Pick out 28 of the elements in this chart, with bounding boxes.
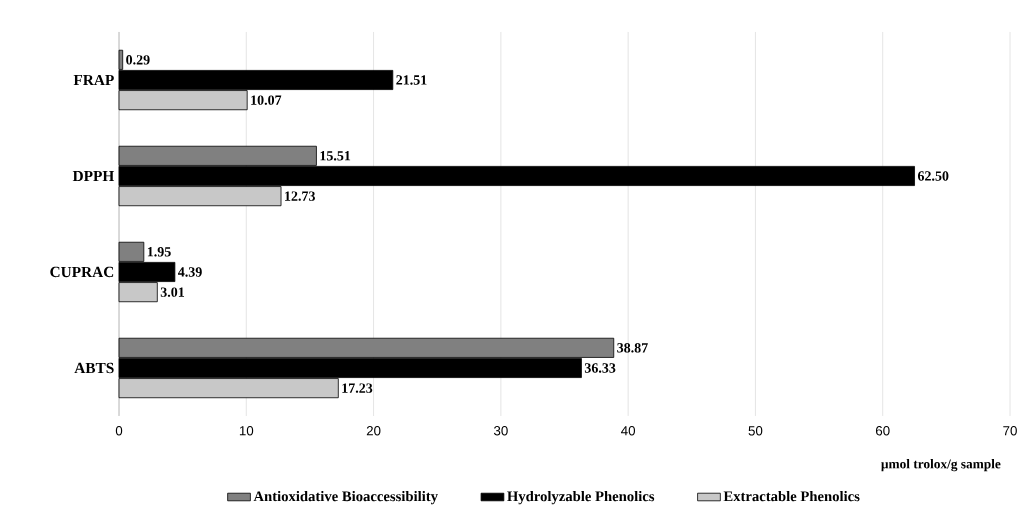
- data-label: 62.50: [917, 171, 949, 181]
- data-label: 1.95: [147, 247, 171, 257]
- x-tick-label: 60: [875, 426, 890, 436]
- data-label: 21.51: [396, 75, 427, 85]
- y-tick-label: FRAP: [73, 74, 114, 86]
- legend-label: Hydrolyzable Phenolics: [507, 490, 655, 505]
- data-label: 0.29: [126, 55, 150, 65]
- data-label: 4.39: [178, 267, 202, 277]
- x-tick-label: 10: [239, 426, 254, 436]
- x-tick-label: 30: [493, 426, 508, 436]
- data-label: 36.33: [584, 363, 616, 373]
- data-label: 17.23: [342, 383, 373, 393]
- legend-label: Antioxidative Bioaccessibility: [253, 490, 438, 505]
- x-axis-title: μmol trolox/g sample: [881, 459, 1001, 472]
- x-tick-label: 70: [1003, 426, 1017, 436]
- legend-label: Extractable Phenolics: [723, 490, 860, 502]
- x-tick-label: 0: [115, 426, 123, 436]
- data-label: 15.51: [320, 151, 351, 161]
- y-tick-label: DPPH: [72, 170, 115, 182]
- data-label: 12.73: [285, 191, 315, 201]
- y-tick-label: ABTS: [74, 362, 114, 374]
- x-tick-label: 50: [748, 426, 763, 436]
- y-tick-label: CUPRAC: [50, 266, 114, 278]
- x-tick-label: 20: [366, 426, 381, 436]
- x-tick-label: 40: [621, 426, 636, 436]
- data-label: 38.87: [617, 343, 648, 353]
- data-label: 3.01: [160, 287, 185, 297]
- data-label: 10.07: [251, 95, 282, 105]
